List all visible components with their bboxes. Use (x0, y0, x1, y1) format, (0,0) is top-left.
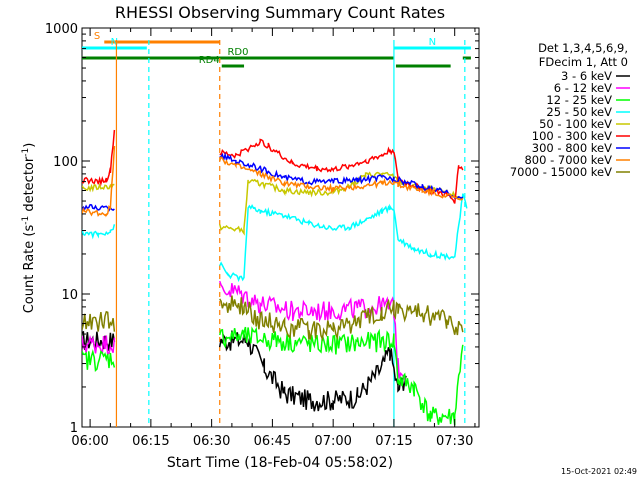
y-tick-label: 1 (70, 421, 78, 436)
x-tick-label: 06:15 (132, 434, 169, 449)
x-axis-label: Start Time (18-Feb-04 05:58:02) (167, 455, 393, 471)
series-line-3-6-kev (82, 330, 407, 412)
series-line-6-12-kev (82, 280, 407, 385)
legend-header-line2: FDecim 1, Att 0 (539, 55, 628, 69)
y-axis-label-sup2: -1 (21, 148, 31, 157)
flag-label-rd4: RD4 (199, 55, 220, 66)
footer-date: 15-Oct-2021 02:49 (561, 467, 637, 476)
flag-label-n: N (111, 37, 118, 48)
y-axis-label: Count Rate (s-1 detector-1) (21, 143, 37, 314)
y-axis-label-main: Count Rate (s (22, 225, 37, 314)
series-line-25-50-kev (82, 193, 468, 283)
y-axis-label-end: ) (22, 143, 37, 148)
legend-label-100-300-kev: 100 - 300 keV (532, 129, 612, 143)
x-tick-label: 06:45 (254, 434, 291, 449)
legend-label-7000-15000-kev: 7000 - 15000 keV (510, 165, 612, 179)
series-group (82, 129, 468, 426)
flag-label-n: N (429, 37, 436, 48)
y-axis-label-mid: detector (22, 156, 37, 216)
legend-header-line1: Det 1,3,4,5,6,9, (538, 41, 628, 55)
x-tick-label: 07:15 (375, 434, 412, 449)
chart-title: RHESSI Observing Summary Count Rates (115, 3, 445, 22)
y-axis-label-sup1: -1 (21, 216, 31, 225)
axes-group: 06:00 06:15 06:30 06:45 07:00 07:15 07:30 1 10 10… (45, 22, 479, 449)
series-line-12-25-kev (82, 326, 464, 426)
flag-label-s: S (94, 31, 100, 42)
y-tick-label: 1000 (45, 22, 78, 37)
flag-label-rd0: RD0 (227, 47, 248, 58)
legend-label-25-50-kev: 25 - 50 keV (546, 105, 612, 119)
x-tick-label: 07:00 (314, 434, 351, 449)
x-tick-label: 06:00 (71, 434, 108, 449)
series-line-800-7000-kev (82, 145, 464, 218)
y-tick-label: 10 (61, 288, 78, 303)
legend: Det 1,3,4,5,6,9, FDecim 1, Att 0 3 - 6 k… (510, 41, 630, 179)
legend-label-12-25-kev: 12 - 25 keV (546, 93, 612, 107)
legend-label-800-7000-kev: 800 - 7000 keV (524, 153, 612, 167)
event-markers (115, 40, 466, 427)
legend-label-50-100-kev: 50 - 100 keV (539, 117, 612, 131)
series-line-7000-15000-kev (82, 295, 464, 342)
series-line-300-800-kev (82, 151, 464, 212)
legend-label-3-6-kev: 3 - 6 keV (561, 69, 612, 83)
y-tick-label: 100 (53, 155, 78, 170)
series-line-100-300-kev (82, 129, 464, 204)
legend-label-300-800-kev: 300 - 800 keV (532, 141, 612, 155)
x-tick-label: 07:30 (436, 434, 473, 449)
legend-label-6-12-kev: 6 - 12 keV (554, 81, 612, 95)
plot-frame (81, 27, 480, 428)
x-tick-label: 06:30 (193, 434, 230, 449)
